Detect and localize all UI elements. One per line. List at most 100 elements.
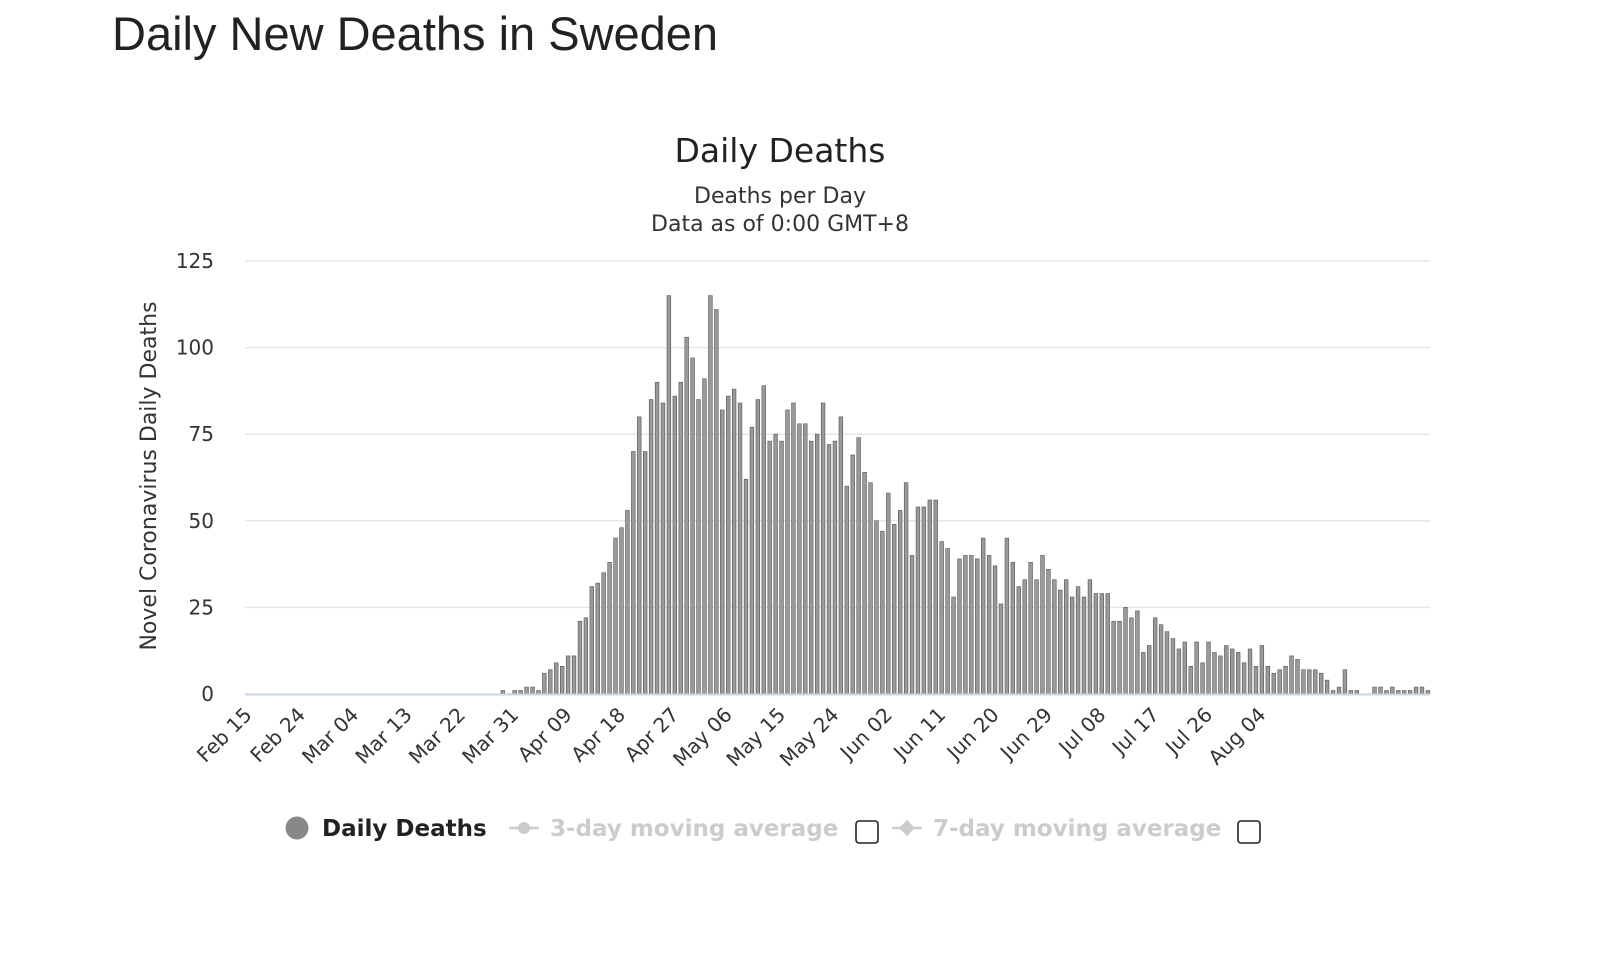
bar bbox=[779, 440, 784, 695]
bar bbox=[1295, 659, 1300, 695]
bar bbox=[672, 395, 677, 695]
bar bbox=[981, 537, 986, 695]
bar bbox=[921, 506, 927, 695]
x-tick-label: Jun 29 bbox=[994, 703, 1057, 766]
bar bbox=[868, 482, 873, 695]
chart-title: Daily Deaths bbox=[675, 131, 886, 170]
bar bbox=[619, 527, 624, 695]
bar bbox=[690, 357, 695, 695]
x-tick-label: Jun 02 bbox=[834, 703, 897, 766]
bar bbox=[933, 499, 938, 695]
bar bbox=[666, 295, 672, 695]
bar bbox=[702, 378, 707, 695]
checkbox-3-day-average[interactable] bbox=[855, 820, 879, 844]
bar bbox=[1064, 579, 1069, 695]
x-tick-label: Mar 13 bbox=[350, 703, 416, 769]
bar bbox=[761, 385, 766, 695]
bar bbox=[1407, 690, 1413, 695]
bar bbox=[838, 416, 844, 695]
bar bbox=[1105, 593, 1110, 695]
bar bbox=[755, 399, 761, 695]
x-tick-label: Jul 08 bbox=[1052, 703, 1110, 761]
bar bbox=[1034, 579, 1039, 695]
bar bbox=[1265, 665, 1270, 695]
legend-item-7-day-average[interactable]: 7-day moving average bbox=[892, 816, 1221, 842]
bar bbox=[1330, 690, 1336, 695]
x-tick-label: May 06 bbox=[668, 703, 737, 772]
x-tick-label: Feb 15 bbox=[192, 703, 257, 768]
bar bbox=[500, 690, 506, 695]
bar bbox=[1419, 686, 1425, 695]
bar bbox=[1259, 645, 1265, 695]
bar bbox=[536, 690, 541, 695]
gridlines bbox=[245, 260, 1430, 695]
bar bbox=[1123, 607, 1128, 695]
x-tick-label: May 15 bbox=[722, 703, 791, 772]
bar bbox=[915, 506, 921, 695]
legend-label: 7-day moving average bbox=[933, 816, 1221, 842]
bar bbox=[951, 596, 956, 695]
bar bbox=[1046, 568, 1051, 695]
bar bbox=[1087, 579, 1093, 695]
bar bbox=[1301, 669, 1306, 695]
legend-item-3-day-average[interactable]: 3-day moving average bbox=[509, 816, 838, 842]
bar bbox=[737, 402, 743, 695]
bar bbox=[1307, 669, 1312, 695]
legend-label: Daily Deaths bbox=[322, 816, 487, 842]
page-title: Daily New Deaths in Sweden bbox=[112, 7, 719, 60]
bar bbox=[1230, 648, 1235, 695]
bar bbox=[554, 662, 559, 695]
bar bbox=[1052, 579, 1057, 695]
bar bbox=[826, 444, 832, 695]
bar bbox=[542, 672, 547, 695]
bar bbox=[696, 399, 701, 695]
y-tick-label: 75 bbox=[189, 422, 214, 446]
bar bbox=[939, 541, 944, 695]
x-tick-label: Jul 17 bbox=[1106, 703, 1164, 761]
bar bbox=[1396, 690, 1401, 695]
checkbox-7-day-average[interactable] bbox=[1237, 820, 1261, 844]
x-tick-label: Mar 04 bbox=[297, 703, 363, 769]
bar bbox=[1194, 641, 1199, 695]
bar bbox=[1313, 669, 1318, 695]
bar bbox=[559, 665, 565, 695]
bar bbox=[726, 395, 731, 695]
bar bbox=[874, 520, 879, 695]
bar bbox=[1413, 686, 1419, 695]
bar bbox=[1069, 596, 1075, 695]
bar bbox=[1336, 686, 1342, 695]
bar bbox=[1058, 589, 1063, 695]
bar bbox=[678, 381, 683, 695]
bar bbox=[1247, 648, 1253, 695]
bar bbox=[844, 485, 849, 695]
bar bbox=[820, 402, 826, 695]
legend-item-daily-deaths[interactable]: Daily Deaths bbox=[285, 816, 487, 842]
bar bbox=[1289, 655, 1294, 695]
y-axis-label: Novel Coronavirus Daily Deaths bbox=[137, 301, 162, 650]
bar bbox=[992, 565, 998, 695]
bar bbox=[903, 482, 909, 695]
bar bbox=[1111, 620, 1116, 695]
bar bbox=[1425, 690, 1431, 695]
bar bbox=[714, 309, 719, 695]
x-tick-label: Mar 22 bbox=[404, 703, 470, 769]
bar bbox=[595, 582, 600, 695]
bar bbox=[1271, 672, 1276, 695]
bar bbox=[571, 655, 577, 695]
line-circle-icon bbox=[509, 822, 539, 834]
x-tick-label: Jun 20 bbox=[941, 703, 1004, 766]
bar bbox=[731, 388, 737, 695]
bar bbox=[986, 555, 992, 695]
bar bbox=[1141, 652, 1146, 695]
bar bbox=[892, 523, 897, 695]
bar bbox=[1129, 617, 1134, 695]
bar bbox=[1324, 679, 1330, 695]
bar bbox=[1016, 586, 1021, 695]
bar bbox=[963, 555, 968, 695]
bar bbox=[897, 510, 903, 695]
bar bbox=[548, 669, 553, 695]
bar bbox=[1378, 686, 1383, 695]
bar bbox=[1081, 596, 1087, 695]
bar bbox=[654, 381, 660, 695]
